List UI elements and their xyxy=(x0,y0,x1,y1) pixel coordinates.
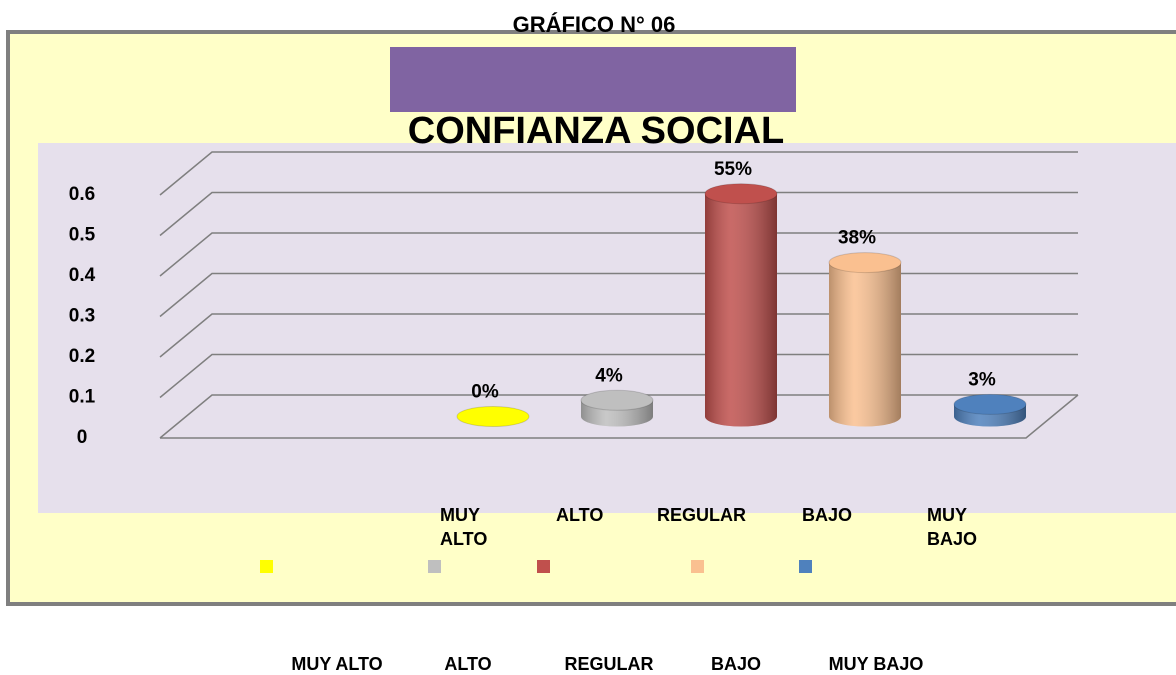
bar-shade xyxy=(829,262,901,427)
legend-swatch xyxy=(537,560,550,573)
data-label: 0% xyxy=(471,382,499,403)
title-banner xyxy=(390,47,796,112)
category-caption: REGULAR xyxy=(564,654,654,674)
grid-line xyxy=(159,232,1078,277)
grid-line xyxy=(159,272,1078,318)
y-tick-label: 0.5 xyxy=(69,225,96,246)
y-tick-label: 0.2 xyxy=(69,346,95,367)
category-caption: BAJO xyxy=(710,654,762,674)
data-label: 55% xyxy=(714,159,752,180)
grid-line xyxy=(159,151,1078,196)
super-title: GRÁFICO N° 06 xyxy=(513,12,676,37)
bar-shade xyxy=(705,193,777,427)
bar-top xyxy=(456,406,530,427)
x-tick-label: ALTO xyxy=(556,505,604,525)
floor-edge xyxy=(160,394,1079,439)
bar-top xyxy=(580,389,654,411)
y-tick-label: 0.4 xyxy=(69,265,96,286)
legend-swatch xyxy=(799,560,812,573)
y-tick-label: 0 xyxy=(77,427,88,448)
grid-line xyxy=(159,313,1078,358)
category-caption: MUY BAJO xyxy=(828,654,924,674)
x-tick-label: BAJO xyxy=(802,505,853,525)
bar-top xyxy=(828,252,902,274)
y-tick-label: 0.1 xyxy=(69,387,96,408)
data-label: 3% xyxy=(968,369,996,390)
legend-swatch xyxy=(260,560,273,573)
grid-line xyxy=(159,191,1078,237)
bar-top xyxy=(953,393,1027,415)
category-caption: MUY ALTO xyxy=(291,654,383,674)
bar-top xyxy=(704,183,778,205)
legend-swatch xyxy=(691,560,704,573)
grid-line xyxy=(159,394,1078,439)
x-tick-label: MUY ALTO xyxy=(440,505,488,549)
legend-swatch xyxy=(428,560,441,573)
category-caption: ALTO xyxy=(444,654,492,674)
chart-title: CONFIANZA SOCIAL xyxy=(408,110,784,152)
x-tick-label: REGULAR xyxy=(657,505,746,525)
x-tick-label: MUY BAJO xyxy=(927,505,978,549)
y-tick-label: 0.3 xyxy=(69,306,95,327)
plot-area xyxy=(38,143,1176,513)
grid-line xyxy=(159,353,1078,399)
data-label: 4% xyxy=(595,365,623,386)
data-label: 38% xyxy=(838,228,876,249)
y-tick-label: 0.6 xyxy=(69,184,95,205)
